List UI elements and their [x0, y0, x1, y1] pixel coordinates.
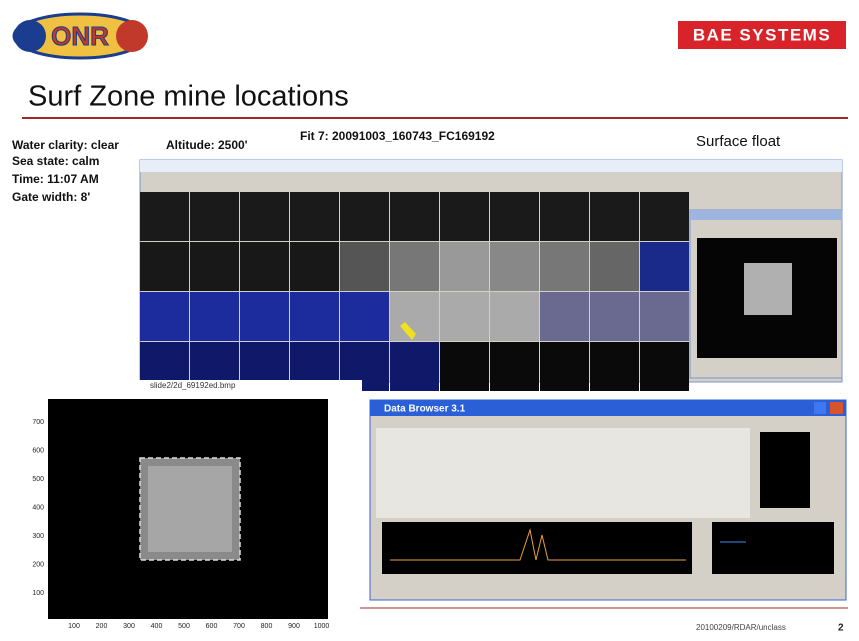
inset-filename: slide2/2d_69192ed.bmp [150, 381, 236, 390]
y-tick-label: 100 [32, 590, 44, 597]
tile [540, 342, 589, 391]
tile [190, 292, 239, 341]
tile [590, 292, 639, 341]
browser-title: Data Browser 3.1 [384, 404, 466, 415]
tile [390, 242, 439, 291]
tile [440, 242, 489, 291]
page-number: 2 [838, 623, 844, 634]
tile [290, 292, 339, 341]
condition: Sea state: calm [12, 154, 99, 168]
tile [290, 242, 339, 291]
tile [490, 292, 539, 341]
tile [490, 242, 539, 291]
x-tick-label: 100 [68, 623, 80, 630]
condition: Time: 11:07 AM [12, 172, 99, 186]
target [744, 263, 792, 315]
browser-titlebar [370, 400, 846, 416]
tile [140, 292, 189, 341]
condition: Gate width: 8' [12, 190, 90, 204]
x-tick-label: 900 [288, 623, 300, 630]
condition: Water clarity: clear [12, 138, 119, 152]
tile [640, 192, 689, 241]
logo-seal [116, 20, 148, 52]
tile [340, 192, 389, 241]
x-tick-label: 400 [151, 623, 163, 630]
tile [540, 242, 589, 291]
fit-label: Fit 7: 20091003_160743_FC169192 [300, 129, 495, 143]
brand-box [678, 21, 846, 49]
footer-code: 20100209/RDAR/unclass [696, 623, 786, 632]
x-tick-label: 300 [123, 623, 135, 630]
tile [590, 192, 639, 241]
tile [440, 192, 489, 241]
tile [490, 342, 539, 391]
tile [640, 342, 689, 391]
inset-axes: 700 600 500 400 300 200 100 100 200 300 400 500 600 7… [32, 419, 329, 630]
tile [590, 342, 639, 391]
tile [640, 292, 689, 341]
browser-scope [760, 432, 810, 508]
pointer-arrow [400, 322, 416, 340]
tile [540, 292, 589, 341]
y-tick-label: 300 [32, 533, 44, 540]
tile [540, 192, 589, 241]
tile [340, 292, 389, 341]
tile [190, 242, 239, 291]
annotation: Surface float [696, 133, 781, 150]
x-tick-label: 1000 [314, 623, 330, 630]
tile [140, 192, 189, 241]
browser-trace [712, 522, 834, 574]
slide-title: Surf Zone mine locations [28, 81, 349, 113]
tile [640, 242, 689, 291]
x-tick-label: 500 [178, 623, 190, 630]
y-tick-label: 700 [32, 419, 44, 426]
browser-panel [376, 428, 750, 518]
x-tick-label: 200 [96, 623, 108, 630]
tile [590, 242, 639, 291]
trace-line [390, 528, 686, 561]
window-bar [140, 160, 842, 172]
x-tick-label: 800 [261, 623, 273, 630]
brand-text: BAE SYSTEMS [693, 25, 831, 44]
tile [490, 192, 539, 241]
window-button[interactable] [814, 402, 826, 414]
tile [290, 192, 339, 241]
tile [140, 242, 189, 291]
window-button[interactable] [830, 402, 843, 414]
conditions: Water clarity: clear Sea state: calm Tim… [12, 138, 119, 204]
tile [440, 292, 489, 341]
window-bar [690, 210, 842, 220]
logo-text: ONR [51, 21, 109, 51]
altitude: Altitude: 2500' [166, 138, 248, 152]
y-tick-label: 600 [32, 447, 44, 454]
tile [240, 192, 289, 241]
target-core [148, 466, 232, 552]
tile [440, 342, 489, 391]
logo-seal [14, 20, 46, 52]
tile [340, 242, 389, 291]
tile [240, 292, 289, 341]
tile [190, 192, 239, 241]
y-tick-label: 400 [32, 504, 44, 511]
y-tick-label: 500 [32, 476, 44, 483]
y-tick-label: 200 [32, 561, 44, 568]
x-tick-label: 600 [206, 623, 218, 630]
browser-trace [382, 522, 692, 574]
tile [390, 192, 439, 241]
x-tick-label: 700 [233, 623, 245, 630]
tile [240, 242, 289, 291]
tile [390, 342, 439, 391]
